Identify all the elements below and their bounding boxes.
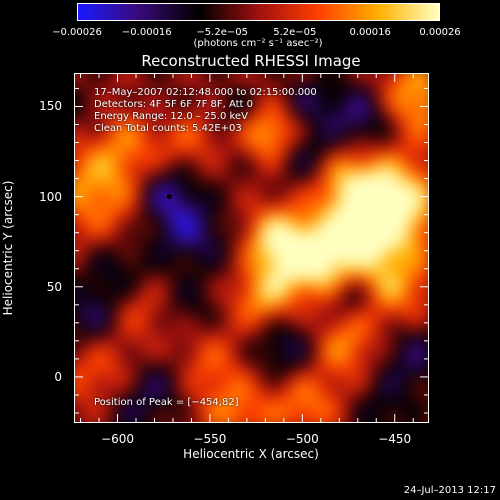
- source-marker: [166, 194, 172, 200]
- timestamp-footer: 24–Jul–2013 12:17: [403, 485, 496, 496]
- annotation-clean: Clean Total counts: 5.42E+03: [94, 123, 242, 134]
- annotation-peak: Position of Peak = [−454,82]: [94, 397, 239, 408]
- heatmap-image: [75, 74, 428, 422]
- annotation-time-range: 17–May–2007 02:12:48.000 to 02:15:00.000: [94, 87, 317, 98]
- colorbar-tick-label: 5.2e−05: [273, 27, 317, 38]
- y-tick-label: 100: [39, 189, 62, 204]
- colorbar-tick-label: 0.00016: [349, 27, 391, 38]
- colorbar-unit-label: (photons cm⁻² s⁻¹ asec⁻²): [193, 38, 323, 49]
- plot-area: [74, 73, 429, 423]
- colorbar-tick-label: −0.00016: [121, 27, 172, 38]
- annotation-detectors: Detectors: 4F 5F 6F 7F 8F, Att 0: [94, 99, 254, 110]
- plot-overlay: [75, 74, 428, 422]
- y-tick-label: 150: [39, 99, 62, 114]
- chart-title: Reconstructed RHESSI Image: [141, 52, 361, 70]
- y-axis-label: Heliocentric Y (arcsec): [1, 180, 15, 316]
- colorbar: [77, 3, 440, 21]
- x-tick-label: −500: [285, 432, 319, 446]
- annotation-energy: Energy Range: 12.0 – 25.0 keV: [94, 111, 248, 122]
- y-tick-label: 50: [46, 279, 62, 294]
- x-tick-label: −550: [193, 432, 227, 446]
- x-tick-label: −600: [101, 432, 134, 446]
- colorbar-tick-label: −0.00026: [52, 27, 102, 38]
- x-tick-label: −450: [378, 432, 412, 446]
- colorbar-tick-label: 0.00026: [419, 27, 461, 38]
- colorbar-tick-label: −5.2e−05: [196, 27, 248, 38]
- y-tick-label: 0: [54, 369, 62, 384]
- x-axis-label: Heliocentric X (arcsec): [183, 447, 319, 461]
